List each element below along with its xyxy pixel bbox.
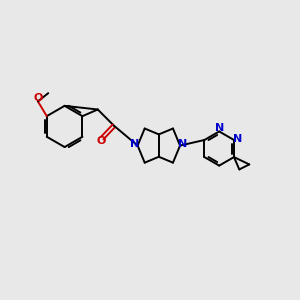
Text: O: O — [33, 93, 43, 103]
Text: N: N — [233, 134, 242, 144]
Text: N: N — [214, 123, 224, 133]
Text: N: N — [130, 139, 139, 148]
Text: O: O — [96, 136, 105, 146]
Text: N: N — [178, 139, 188, 148]
